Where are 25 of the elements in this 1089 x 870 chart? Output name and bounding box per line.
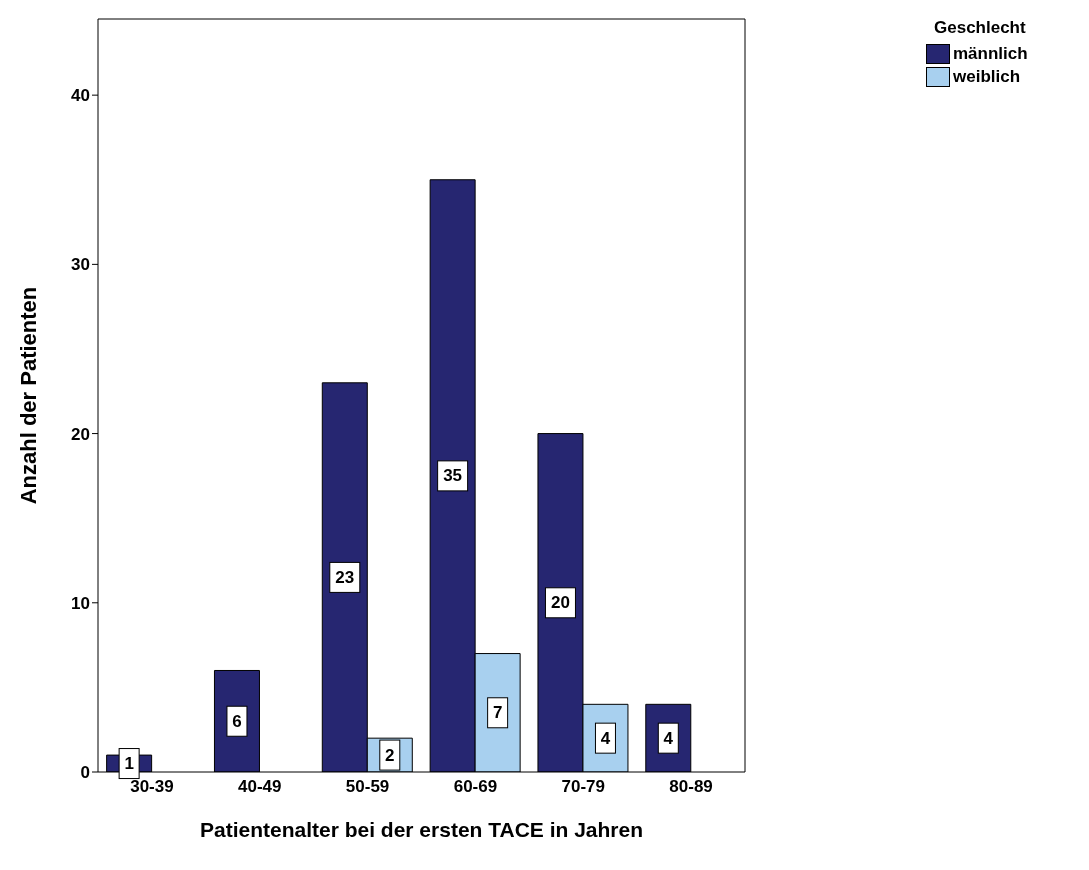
data-label: 23 — [335, 567, 355, 587]
y-tick-label: 0 — [80, 763, 90, 783]
y-tick-label: 30 — [71, 255, 90, 275]
x-tick-label: 30-39 — [130, 777, 174, 797]
x-tick-label: 50-59 — [345, 777, 390, 797]
y-tick-label: 40 — [71, 86, 90, 106]
y-tick-label: 10 — [71, 593, 90, 613]
y-tick-label: 20 — [71, 424, 90, 444]
data-label: 1 — [124, 754, 134, 774]
x-tick-label: 40-49 — [238, 777, 282, 797]
data-label: 35 — [443, 466, 463, 486]
legend-label: männlich — [953, 44, 1028, 64]
data-label: 20 — [551, 593, 570, 613]
data-label: 4 — [663, 728, 674, 748]
x-tick-label: 70-79 — [561, 777, 605, 797]
x-axis-title: Patientenalter bei der ersten TACE in Jahren — [199, 818, 644, 841]
legend-label: weiblich — [953, 67, 1021, 87]
x-tick-label: 60-69 — [453, 777, 498, 797]
x-tick-label: 80-89 — [669, 777, 713, 797]
data-label: 6 — [232, 711, 242, 731]
data-label: 2 — [385, 745, 395, 765]
legend-title: Geschlecht — [934, 18, 1027, 38]
data-label: 7 — [492, 703, 503, 723]
y-axis-title: Anzahl der Patienten — [15, 286, 41, 505]
data-label: 4 — [600, 728, 611, 748]
